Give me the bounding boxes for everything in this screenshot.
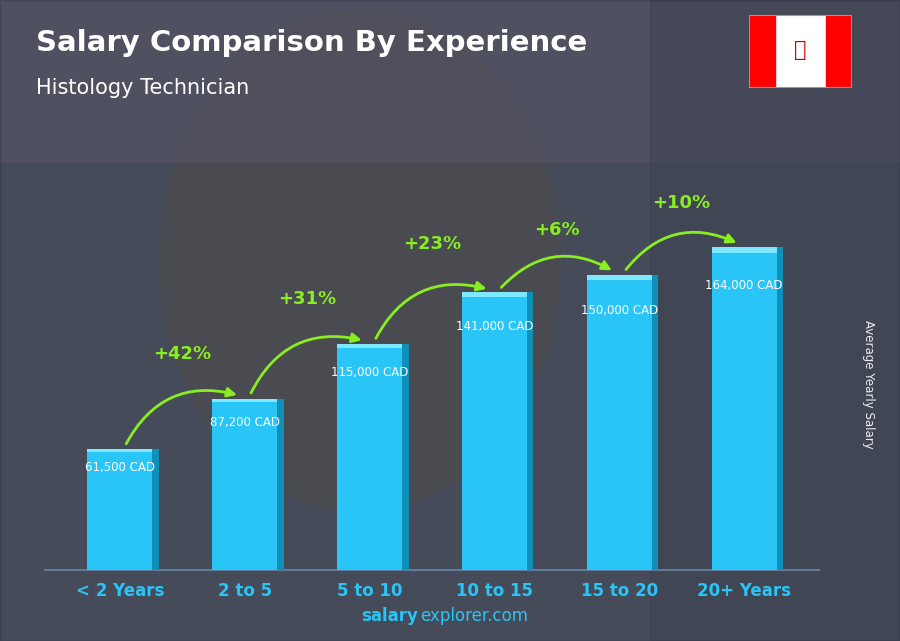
Bar bbox=[587, 274, 652, 570]
Bar bbox=[712, 247, 777, 570]
Bar bbox=[87, 449, 152, 570]
Bar bbox=[462, 292, 526, 297]
Text: 141,000 CAD: 141,000 CAD bbox=[455, 320, 533, 333]
Bar bbox=[462, 292, 526, 570]
Ellipse shape bbox=[160, 11, 560, 511]
Text: explorer.com: explorer.com bbox=[420, 607, 528, 625]
Text: +31%: +31% bbox=[278, 290, 337, 308]
Text: Histology Technician: Histology Technician bbox=[36, 78, 249, 98]
Text: 61,500 CAD: 61,500 CAD bbox=[85, 462, 155, 474]
Text: 🍁: 🍁 bbox=[795, 40, 806, 60]
Bar bbox=[212, 399, 277, 402]
Text: 150,000 CAD: 150,000 CAD bbox=[580, 304, 658, 317]
Text: Salary Comparison By Experience: Salary Comparison By Experience bbox=[36, 29, 587, 57]
Text: +6%: +6% bbox=[534, 221, 580, 239]
Text: 164,000 CAD: 164,000 CAD bbox=[706, 279, 783, 292]
Bar bbox=[277, 399, 284, 570]
Bar bbox=[826, 15, 852, 88]
Bar bbox=[587, 274, 652, 280]
Bar bbox=[652, 274, 658, 570]
Text: +10%: +10% bbox=[652, 194, 711, 212]
Bar bbox=[0, 0, 900, 161]
Text: Average Yearly Salary: Average Yearly Salary bbox=[862, 320, 875, 449]
Bar bbox=[338, 344, 402, 570]
Text: 87,200 CAD: 87,200 CAD bbox=[210, 416, 280, 429]
Bar bbox=[749, 15, 775, 88]
Bar bbox=[650, 0, 900, 641]
Text: salary: salary bbox=[362, 607, 418, 625]
Bar bbox=[87, 449, 152, 452]
Bar bbox=[712, 247, 777, 253]
Bar bbox=[402, 344, 409, 570]
Bar bbox=[152, 449, 159, 570]
Bar bbox=[777, 247, 783, 570]
Text: +42%: +42% bbox=[153, 345, 211, 363]
Text: +23%: +23% bbox=[403, 235, 461, 253]
Bar bbox=[338, 344, 402, 348]
Bar bbox=[526, 292, 534, 570]
Text: 115,000 CAD: 115,000 CAD bbox=[331, 367, 409, 379]
Bar bbox=[212, 399, 277, 570]
